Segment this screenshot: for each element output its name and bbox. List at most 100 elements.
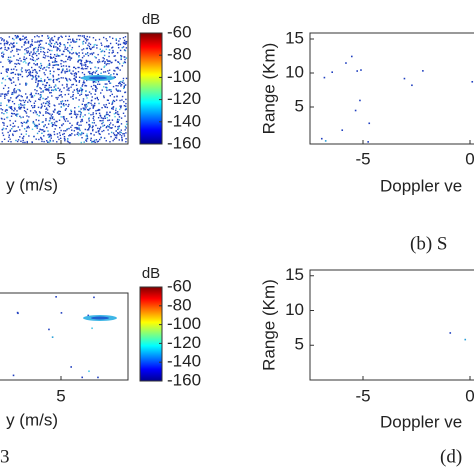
speckle bbox=[123, 86, 126, 88]
speckle bbox=[22, 141, 24, 144]
speckle bbox=[4, 46, 6, 49]
speckle bbox=[95, 70, 98, 72]
speckle bbox=[74, 72, 77, 74]
speckle bbox=[30, 105, 33, 107]
speckle bbox=[122, 36, 125, 39]
speckle bbox=[107, 129, 109, 131]
speckle bbox=[3, 44, 6, 46]
speckle bbox=[75, 73, 77, 76]
speckle bbox=[103, 124, 106, 127]
speckle bbox=[25, 133, 27, 135]
x-tick-label: -5 bbox=[355, 149, 370, 168]
speckle bbox=[18, 105, 21, 108]
speckle bbox=[21, 75, 24, 78]
speckle bbox=[115, 39, 118, 41]
speckle bbox=[94, 55, 96, 58]
speckle bbox=[100, 117, 103, 119]
speckle bbox=[14, 120, 17, 122]
speckle bbox=[103, 104, 105, 106]
speckle bbox=[51, 125, 54, 127]
speckle bbox=[16, 50, 18, 52]
speckle bbox=[36, 90, 38, 92]
speckle bbox=[34, 89, 36, 91]
speckle bbox=[368, 122, 371, 125]
speckle bbox=[55, 46, 57, 48]
speckle bbox=[108, 102, 110, 105]
speckle bbox=[96, 44, 98, 47]
speckle bbox=[92, 80, 95, 83]
speckle bbox=[42, 56, 45, 59]
speckle bbox=[65, 55, 67, 57]
speckle bbox=[76, 53, 78, 56]
speckle bbox=[11, 100, 14, 103]
speckle bbox=[53, 70, 55, 73]
speckle bbox=[80, 124, 82, 126]
speckle bbox=[52, 66, 54, 69]
speckle bbox=[27, 74, 30, 77]
speckle bbox=[120, 107, 122, 109]
speckle bbox=[84, 114, 86, 116]
speckle bbox=[116, 120, 119, 122]
speckle bbox=[105, 38, 107, 40]
speckle bbox=[39, 112, 42, 114]
speckle bbox=[48, 43, 50, 45]
speckle bbox=[118, 125, 121, 127]
colorbar-tick-label: -160 bbox=[167, 133, 201, 152]
speckle bbox=[125, 41, 127, 43]
speckle bbox=[120, 135, 123, 137]
speckle bbox=[8, 77, 10, 80]
speckle bbox=[12, 374, 15, 377]
speckle bbox=[29, 93, 32, 96]
speckle bbox=[124, 43, 127, 45]
speckle bbox=[25, 121, 28, 124]
speckle bbox=[85, 140, 88, 142]
speckle bbox=[69, 52, 71, 54]
speckle bbox=[99, 126, 102, 128]
speckle bbox=[85, 90, 87, 92]
speckle bbox=[22, 99, 24, 102]
speckle bbox=[77, 128, 79, 130]
speckle bbox=[116, 95, 118, 97]
speckle bbox=[88, 42, 90, 44]
speckle bbox=[3, 122, 5, 124]
speckle bbox=[108, 60, 110, 62]
speckle bbox=[411, 84, 413, 87]
speckle bbox=[91, 72, 94, 74]
speckle bbox=[48, 59, 50, 62]
speckle bbox=[66, 84, 68, 86]
speckle bbox=[109, 95, 112, 97]
speckle bbox=[123, 133, 125, 135]
speckle bbox=[19, 108, 22, 110]
speckle bbox=[34, 100, 37, 102]
speckle bbox=[68, 103, 70, 106]
speckle bbox=[42, 89, 44, 92]
speckle bbox=[4, 78, 7, 81]
speckle bbox=[69, 79, 72, 81]
speckle bbox=[64, 120, 67, 122]
speckle bbox=[9, 138, 11, 140]
speckle bbox=[93, 44, 95, 46]
speckle bbox=[103, 54, 106, 57]
speckle bbox=[61, 101, 63, 103]
speckle bbox=[66, 140, 69, 142]
speckle bbox=[82, 43, 84, 45]
speckle bbox=[124, 129, 126, 131]
speckle bbox=[59, 134, 61, 137]
speckle bbox=[63, 61, 65, 63]
x-axis-label: Doppler ve bbox=[380, 412, 462, 431]
speckle bbox=[58, 103, 60, 105]
speckle bbox=[101, 130, 103, 133]
speckle bbox=[15, 139, 17, 142]
speckle bbox=[121, 139, 123, 142]
speckle bbox=[4, 95, 6, 98]
speckle bbox=[91, 141, 93, 143]
speckle bbox=[97, 81, 100, 83]
speckle bbox=[19, 57, 21, 60]
speckle bbox=[78, 76, 81, 79]
speckle bbox=[1, 93, 4, 95]
speckle bbox=[54, 59, 56, 62]
speckle bbox=[39, 40, 41, 42]
speckle bbox=[59, 137, 62, 140]
speckle bbox=[7, 92, 9, 95]
speckle bbox=[125, 138, 127, 140]
